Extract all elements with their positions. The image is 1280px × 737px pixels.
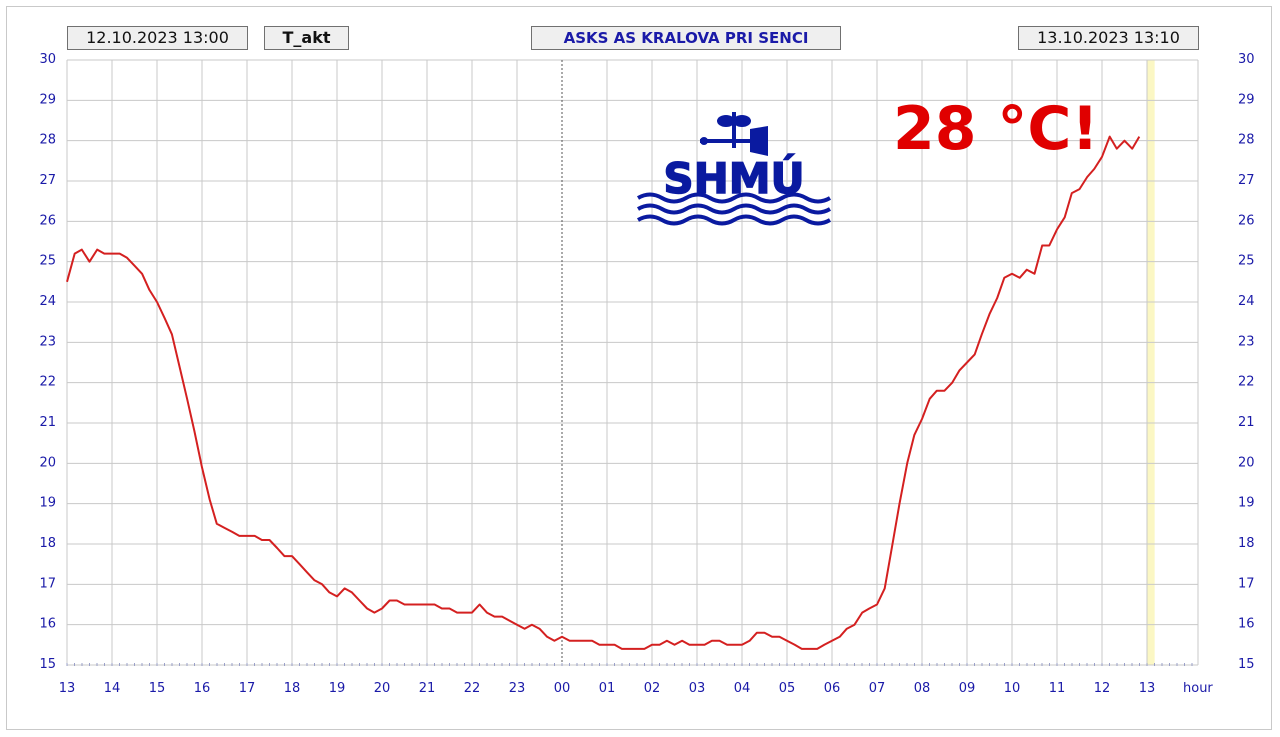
y-tick-label-left: 27	[39, 173, 56, 188]
start-datetime: 12.10.2023 13:00	[67, 26, 248, 50]
y-tick-label-left: 29	[39, 92, 56, 107]
variable-label: T_akt	[264, 26, 349, 50]
y-tick-label-left: 16	[39, 617, 56, 632]
x-tick-label: 15	[149, 681, 166, 696]
x-tick-label: 13	[1139, 681, 1156, 696]
y-tick-label-right: 20	[1238, 455, 1255, 470]
minor-ticks	[66, 663, 1193, 666]
y-tick-label-right: 28	[1238, 133, 1255, 148]
y-tick-label-right: 17	[1238, 576, 1255, 591]
x-tick-label: 09	[959, 681, 976, 696]
y-tick-label-left: 21	[39, 415, 56, 430]
y-tick-label-right: 25	[1238, 254, 1255, 269]
x-tick-label: 06	[824, 681, 841, 696]
x-axis-label: hour	[1183, 681, 1213, 696]
x-tick-label: 12	[1094, 681, 1111, 696]
y-tick-label-right: 29	[1238, 92, 1255, 107]
y-tick-label-right: 23	[1238, 334, 1255, 349]
y-tick-label-left: 20	[39, 455, 56, 470]
x-tick-label: 11	[1049, 681, 1066, 696]
y-tick-label-right: 18	[1238, 536, 1255, 551]
x-axis: 13 14 15 16 17 18 19 20 21 22 23 00 01 02 03 04 05 06 07 08…	[59, 681, 1156, 696]
x-tick-label: 05	[779, 681, 796, 696]
x-tick-label: 19	[329, 681, 346, 696]
plot-area	[67, 60, 1198, 665]
y-tick-label-left: 28	[39, 133, 56, 148]
x-tick-label: 23	[509, 681, 526, 696]
shmu-logo: SHMÚ	[636, 112, 832, 226]
y-tick-label-left: 22	[39, 375, 56, 390]
y-tick-label-left: 17	[39, 576, 56, 591]
y-tick-label-left: 19	[39, 496, 56, 511]
y-tick-label-right: 22	[1238, 375, 1255, 390]
station-title: ASKS AS KRALOVA PRI SENCI	[531, 26, 841, 50]
current-time-band	[1147, 60, 1155, 665]
y-axis-right: 15 16 17 18 19 20 21 22 23 24 25 26 27 28 29 30	[1238, 52, 1255, 672]
x-tick-label: 17	[239, 681, 256, 696]
x-tick-label: 22	[464, 681, 481, 696]
wind-vane-icon	[700, 112, 768, 156]
x-tick-label: 21	[419, 681, 436, 696]
y-tick-label-left: 18	[39, 536, 56, 551]
x-tick-label: 01	[599, 681, 616, 696]
x-tick-label: 04	[734, 681, 751, 696]
x-tick-label: 08	[914, 681, 931, 696]
end-datetime: 13.10.2023 13:10	[1018, 26, 1199, 50]
x-tick-label: 07	[869, 681, 886, 696]
waves-icon	[636, 192, 832, 226]
temperature-annotation: 28 °C!	[893, 94, 1099, 164]
x-tick-label: 10	[1004, 681, 1021, 696]
x-tick-label: 02	[644, 681, 661, 696]
x-tick-label: 13	[59, 681, 76, 696]
y-tick-label-right: 30	[1238, 52, 1255, 67]
y-tick-label-right: 16	[1238, 617, 1255, 632]
y-tick-label-left: 25	[39, 254, 56, 269]
x-tick-label: 14	[104, 681, 121, 696]
y-tick-label-right: 26	[1238, 213, 1255, 228]
x-tick-label: 20	[374, 681, 391, 696]
y-tick-label-right: 19	[1238, 496, 1255, 511]
y-tick-label-left: 15	[39, 657, 56, 672]
y-tick-label-right: 21	[1238, 415, 1255, 430]
temperature-series-line	[66, 135, 1141, 650]
grid	[66, 59, 1199, 666]
y-tick-label-left: 23	[39, 334, 56, 349]
y-tick-label-right: 27	[1238, 173, 1255, 188]
logo-text: SHMÚ	[663, 153, 804, 203]
x-tick-label: 03	[689, 681, 706, 696]
y-tick-label-right: 15	[1238, 657, 1255, 672]
x-tick-label: 16	[194, 681, 211, 696]
y-tick-label-left: 30	[39, 52, 56, 67]
x-tick-label: 00	[554, 681, 571, 696]
y-tick-label-right: 24	[1238, 294, 1255, 309]
y-tick-label-left: 26	[39, 213, 56, 228]
y-tick-label-left: 24	[39, 294, 56, 309]
y-axis-left: 15 16 17 18 19 20 21 22 23 24 25 26 27 28 29 30	[39, 52, 56, 672]
x-tick-label: 18	[284, 681, 301, 696]
